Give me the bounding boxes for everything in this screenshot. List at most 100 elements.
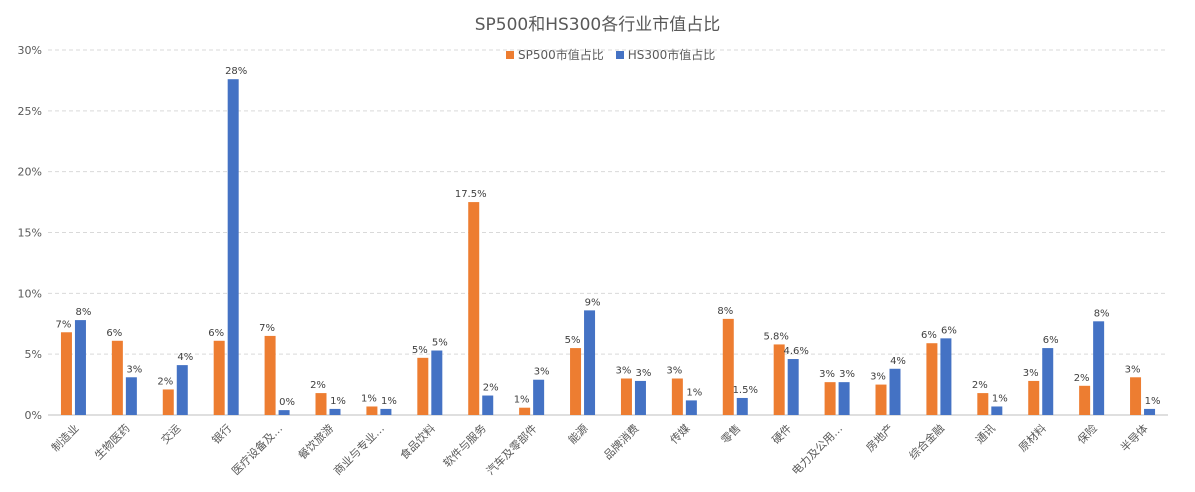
data-label-sp500: 3% bbox=[1125, 364, 1141, 375]
x-tick-label: 综合金融 bbox=[906, 421, 947, 462]
x-tick-label: 餐饮旅游 bbox=[295, 421, 336, 462]
data-label-hs300: 4% bbox=[177, 352, 193, 363]
data-label-hs300: 1% bbox=[686, 387, 702, 398]
bar-hs300 bbox=[278, 410, 290, 415]
bar-sp500 bbox=[1130, 377, 1142, 415]
bar-hs300 bbox=[1144, 408, 1156, 415]
chart-title: SP500和HS300各行业市值占比 bbox=[474, 15, 721, 35]
x-tick-label: 汽车及零部件 bbox=[483, 421, 540, 478]
x-tick-label: 软件与服务 bbox=[440, 421, 489, 470]
bar-sp500 bbox=[1028, 380, 1040, 415]
bar-hs300 bbox=[736, 397, 748, 415]
y-tick-label: 10% bbox=[18, 287, 42, 300]
data-label-sp500: 2% bbox=[157, 376, 173, 387]
bar-hs300 bbox=[787, 359, 799, 415]
data-label-sp500: 8% bbox=[717, 306, 733, 317]
bar-hs300 bbox=[889, 368, 901, 415]
data-label-sp500: 3% bbox=[1023, 368, 1039, 379]
x-tick-label: 通讯 bbox=[973, 422, 998, 447]
data-label-sp500: 5.8% bbox=[763, 331, 788, 342]
data-label-hs300: 1% bbox=[330, 396, 346, 407]
x-tick-label: 零售 bbox=[718, 421, 743, 446]
data-label-hs300: 1.5% bbox=[733, 385, 758, 396]
bar-hs300 bbox=[482, 395, 494, 415]
data-label-hs300: 1% bbox=[1145, 396, 1161, 407]
bar-sp500 bbox=[875, 384, 887, 415]
data-label-hs300: 1% bbox=[992, 393, 1008, 404]
y-tick-label: 0% bbox=[25, 409, 42, 422]
bar-hs300 bbox=[940, 338, 952, 415]
y-tick-label: 20% bbox=[18, 166, 42, 179]
bar-hs300 bbox=[685, 400, 697, 415]
bar-hs300 bbox=[74, 320, 86, 415]
data-label-hs300: 3% bbox=[534, 367, 550, 378]
legend-item-hs300: HS300市值占比 bbox=[615, 46, 716, 63]
data-label-sp500: 3% bbox=[819, 369, 835, 380]
bar-sp500 bbox=[977, 393, 989, 415]
data-label-hs300: 4% bbox=[890, 356, 906, 367]
bar-sp500 bbox=[1079, 385, 1091, 415]
legend-swatch-sp500 bbox=[506, 50, 514, 59]
data-label-hs300: 0% bbox=[279, 397, 295, 408]
bar-sp500 bbox=[60, 332, 72, 415]
data-label-hs300: 3% bbox=[126, 364, 142, 375]
x-tick-label: 食品饮料 bbox=[397, 421, 438, 462]
data-label-sp500: 5% bbox=[565, 335, 581, 346]
bar-sp500 bbox=[366, 406, 378, 415]
data-label-hs300: 2% bbox=[483, 383, 499, 394]
y-tick-label: 5% bbox=[25, 348, 42, 361]
x-tick-label: 传媒 bbox=[668, 422, 693, 447]
bar-hs300 bbox=[176, 365, 188, 415]
bar-hs300 bbox=[431, 350, 443, 415]
bar-hs300 bbox=[1093, 321, 1105, 415]
bar-sp500 bbox=[213, 340, 225, 415]
x-tick-label: 能源 bbox=[565, 421, 590, 446]
bar-hs300 bbox=[991, 406, 1003, 415]
data-label-sp500: 2% bbox=[1074, 373, 1090, 384]
data-label-sp500: 5% bbox=[412, 345, 428, 356]
bar-sp500 bbox=[773, 344, 785, 415]
x-tick-label: 生物医药 bbox=[91, 421, 132, 462]
legend-label-hs300: HS300市值占比 bbox=[627, 48, 716, 62]
x-tick-label: 硬件 bbox=[770, 422, 795, 447]
bar-hs300 bbox=[380, 408, 392, 415]
data-label-hs300: 3% bbox=[636, 368, 652, 379]
data-label-hs300: 4.6% bbox=[783, 346, 808, 357]
x-tick-label: 房地产 bbox=[863, 421, 896, 454]
bar-hs300 bbox=[125, 377, 137, 415]
y-tick-label: 15% bbox=[18, 227, 42, 240]
x-tick-label: 交运 bbox=[158, 421, 183, 446]
legend-label-sp500: SP500市值占比 bbox=[518, 48, 604, 62]
bar-hs300 bbox=[838, 382, 850, 415]
data-label-sp500: 6% bbox=[208, 328, 224, 339]
x-tick-label: 原材料 bbox=[1016, 421, 1049, 454]
x-tick-label: 电力及公用… bbox=[789, 422, 845, 478]
data-label-hs300: 8% bbox=[1094, 308, 1110, 319]
bar-sp500 bbox=[162, 389, 174, 415]
bar-hs300 bbox=[1042, 348, 1054, 415]
bar-sp500 bbox=[570, 348, 582, 415]
data-label-sp500: 7% bbox=[56, 319, 72, 330]
bar-hs300 bbox=[584, 310, 596, 415]
data-label-sp500: 2% bbox=[972, 380, 988, 391]
bar-sp500 bbox=[468, 202, 480, 415]
x-tick-label: 制造业 bbox=[48, 421, 81, 454]
legend-swatch-hs300 bbox=[615, 50, 624, 59]
data-label-hs300: 3% bbox=[839, 369, 855, 380]
data-label-sp500: 1% bbox=[361, 393, 377, 404]
legend-item-sp500: SP500市值占比 bbox=[506, 46, 604, 63]
data-label-hs300: 6% bbox=[1043, 335, 1059, 346]
data-label-sp500: 17.5% bbox=[455, 189, 487, 200]
bar-hs300 bbox=[634, 380, 646, 415]
x-tick-label: 品牌消费 bbox=[601, 421, 642, 462]
y-tick-label: 25% bbox=[18, 105, 42, 118]
x-tick-label: 半导体 bbox=[1117, 421, 1150, 454]
bar-sp500 bbox=[671, 378, 683, 415]
x-tick-label: 银行 bbox=[209, 421, 234, 446]
x-tick-label: 医疗设备及… bbox=[229, 421, 286, 478]
data-label-hs300: 28% bbox=[225, 66, 247, 77]
bar-sp500 bbox=[824, 382, 836, 415]
data-label-sp500: 1% bbox=[514, 395, 530, 406]
bar-sp500 bbox=[620, 378, 632, 415]
bar-sp500 bbox=[722, 318, 734, 415]
